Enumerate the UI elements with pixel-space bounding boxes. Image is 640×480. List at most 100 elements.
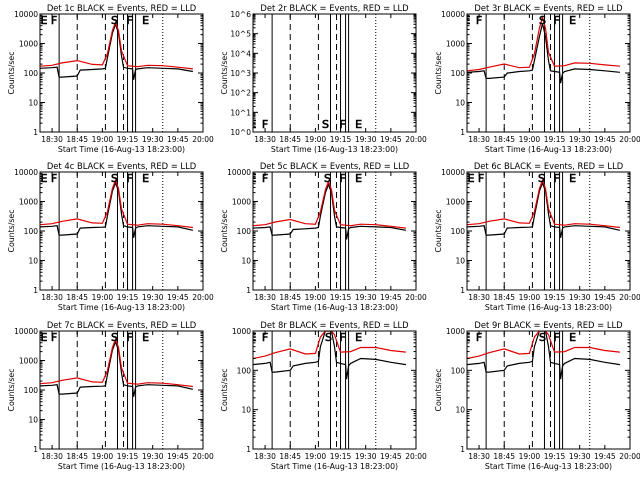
attenuator-letter: F xyxy=(339,331,345,344)
y-tick-label: 100 xyxy=(237,227,252,236)
attenuator-letter: E xyxy=(355,172,362,185)
panel-title: Det 3r BLACK = Events, RED = LLD xyxy=(474,3,622,13)
y-axis-title: Counts/sec xyxy=(220,210,229,253)
y-tick-label: 1000 xyxy=(232,198,251,207)
y-tick-label: 1000 xyxy=(19,198,38,207)
y-tick-label: 100 xyxy=(451,366,466,375)
series-line-lld xyxy=(253,179,406,229)
x-tick-label: 20:00 xyxy=(405,293,427,302)
plot-frame xyxy=(39,330,204,450)
x-tick-label: 18:45 xyxy=(493,452,515,461)
attenuator-letter: E xyxy=(142,14,149,27)
y-axis-title: Counts/sec xyxy=(220,369,229,412)
x-tick-label: 19:00 xyxy=(92,293,114,302)
x-tick-label: 18:45 xyxy=(279,452,301,461)
x-tick-label: 19:45 xyxy=(167,452,189,461)
x-tick-label: 19:00 xyxy=(92,452,114,461)
attenuator-letter: F xyxy=(553,172,559,185)
attenuator-letter: F xyxy=(262,118,268,131)
x-tick-label: 19:30 xyxy=(142,135,164,144)
attenuator-letter: E xyxy=(569,14,576,27)
y-tick-label: 10^4 xyxy=(230,49,251,58)
x-tick-label: 19:15 xyxy=(544,293,566,302)
series-line-events xyxy=(40,22,194,80)
plot-frame xyxy=(466,330,631,450)
x-tick-label: 19:00 xyxy=(305,293,327,302)
x-tick-label: 19:00 xyxy=(92,135,114,144)
attenuator-letter: F xyxy=(262,331,268,344)
panel-title: Det 4c BLACK = Events, RED = LLD xyxy=(47,161,196,171)
x-tick-label: 19:45 xyxy=(380,452,402,461)
y-axis-title: Counts/sec xyxy=(7,52,16,95)
x-tick-label: 19:15 xyxy=(544,452,566,461)
series-line-lld xyxy=(253,331,406,360)
x-axis-title: Start Time (16-Aug-13 18:23:00) xyxy=(271,145,398,154)
attenuator-letter: F xyxy=(51,172,57,185)
x-tick-label: 19:45 xyxy=(380,135,402,144)
attenuator-letter: S xyxy=(111,14,118,27)
x-tick-label: 19:15 xyxy=(330,452,352,461)
series-line-events xyxy=(253,331,406,380)
x-tick-label: 19:00 xyxy=(305,135,327,144)
y-tick-label: 10000 xyxy=(14,168,38,177)
x-axis-title: Start Time (16-Aug-13 18:23:00) xyxy=(58,145,185,154)
x-tick-label: 19:30 xyxy=(142,293,164,302)
y-tick-label: 1000 xyxy=(446,198,465,207)
x-tick-label: 19:15 xyxy=(330,135,352,144)
panel-title: Det 7c BLACK = Events, RED = LLD xyxy=(47,320,196,330)
attenuator-letter: E xyxy=(142,172,149,185)
y-tick-label: 10 xyxy=(28,416,38,425)
series-line-lld xyxy=(40,20,193,70)
panel-title: Det 8r BLACK = Events, RED = LLD xyxy=(260,320,408,330)
x-tick-label: 20:00 xyxy=(405,452,427,461)
attenuator-letter: F xyxy=(126,331,132,344)
x-tick-label: 18:45 xyxy=(279,135,301,144)
y-axis-title: Counts/sec xyxy=(220,52,229,95)
x-tick-label: 19:45 xyxy=(380,293,402,302)
attenuator-letter: F xyxy=(126,14,132,27)
plot-frame xyxy=(252,13,417,133)
x-tick-label: 20:00 xyxy=(192,452,214,461)
attenuator-letter: E xyxy=(142,331,149,344)
x-tick-label: 19:15 xyxy=(117,293,139,302)
x-tick-label: 19:30 xyxy=(569,452,591,461)
x-axis-title: Start Time (16-Aug-13 18:23:00) xyxy=(58,462,185,471)
x-tick-label: 18:45 xyxy=(66,293,88,302)
x-tick-label: 19:15 xyxy=(117,452,139,461)
x-tick-label: 19:45 xyxy=(594,293,616,302)
x-tick-label: 19:30 xyxy=(355,135,377,144)
y-tick-label: 10 xyxy=(28,99,38,108)
y-tick-label: 1 xyxy=(246,445,251,454)
y-tick-label: 100 xyxy=(451,69,466,78)
attenuator-letter: S xyxy=(538,172,545,185)
x-tick-label: 18:45 xyxy=(279,293,301,302)
panel-title: Det 6c BLACK = Events, RED = LLD xyxy=(474,161,623,171)
attenuator-letter: S xyxy=(539,331,546,344)
x-axis-title: Start Time (16-Aug-13 18:23:00) xyxy=(485,303,612,312)
attenuator-letter: F xyxy=(339,118,345,131)
y-tick-label: 100 xyxy=(24,227,39,236)
y-tick-label: 10^6 xyxy=(230,10,251,19)
y-tick-label: 10^5 xyxy=(230,30,251,39)
x-tick-label: 19:45 xyxy=(167,293,189,302)
y-tick-label: 1000 xyxy=(446,40,465,49)
x-tick-label: 19:00 xyxy=(305,452,327,461)
attenuator-letter: S xyxy=(111,172,118,185)
y-tick-label: 10000 xyxy=(441,168,465,177)
plot-frame xyxy=(466,13,631,133)
x-tick-label: 20:00 xyxy=(405,135,427,144)
y-tick-label: 10000 xyxy=(14,327,38,336)
x-tick-label: 18:45 xyxy=(66,452,88,461)
attenuator-letter: F xyxy=(126,172,132,185)
